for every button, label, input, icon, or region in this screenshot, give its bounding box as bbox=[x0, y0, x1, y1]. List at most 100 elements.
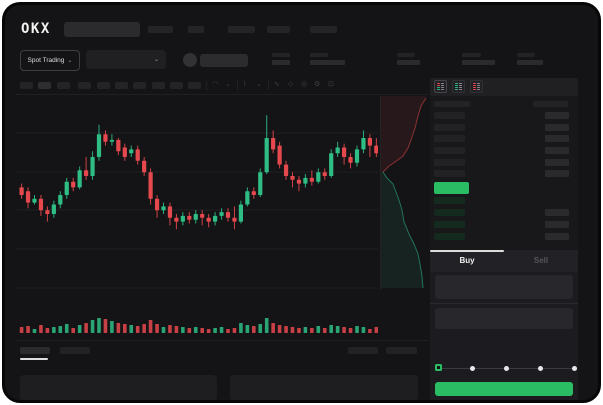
divider bbox=[380, 96, 381, 290]
toolbar-divider bbox=[206, 81, 207, 90]
bid-price-cell[interactable] bbox=[434, 233, 465, 240]
nav-item[interactable] bbox=[188, 26, 204, 33]
timeframe-button[interactable] bbox=[78, 82, 91, 89]
chevron-down-icon[interactable]: ⌄ bbox=[225, 81, 231, 88]
volume-bar bbox=[116, 323, 121, 333]
volume-bar bbox=[232, 328, 237, 333]
market-type-dropdown[interactable]: Spot Trading ⌄ bbox=[20, 50, 80, 71]
timeframe-button[interactable] bbox=[170, 82, 183, 89]
volume-bar bbox=[135, 326, 140, 333]
indicator-icon[interactable]: ⌇ bbox=[243, 81, 247, 88]
bid-amount-cell[interactable] bbox=[545, 233, 569, 240]
depth-chart[interactable] bbox=[381, 96, 427, 290]
candlestick-chart[interactable] bbox=[16, 96, 378, 337]
ask-price-cell[interactable] bbox=[434, 112, 465, 119]
line-style-icon[interactable]: ∿ bbox=[274, 81, 280, 88]
ask-amount-cell[interactable] bbox=[545, 159, 569, 166]
candle-body bbox=[38, 198, 44, 211]
percent-slider-dot[interactable] bbox=[504, 366, 509, 371]
nav-item[interactable] bbox=[310, 26, 337, 33]
ask-price-cell[interactable] bbox=[434, 170, 465, 177]
percent-slider-handle[interactable] bbox=[435, 364, 442, 371]
chevron-down-icon[interactable]: ⌄ bbox=[256, 81, 262, 88]
timeframe-button[interactable] bbox=[38, 82, 51, 89]
orders-filter-button[interactable] bbox=[348, 347, 378, 354]
book-asks-icon[interactable] bbox=[470, 80, 483, 93]
volume-bar bbox=[97, 318, 101, 333]
buy-button[interactable] bbox=[435, 382, 573, 396]
nav-item[interactable] bbox=[267, 26, 290, 33]
timeframe-button[interactable] bbox=[133, 82, 146, 89]
timeframe-button[interactable] bbox=[57, 82, 70, 89]
timeframe-button[interactable] bbox=[152, 82, 165, 89]
divider bbox=[16, 94, 428, 95]
timeframe-button[interactable] bbox=[97, 82, 110, 89]
percent-slider-dot[interactable] bbox=[470, 366, 475, 371]
ask-price-cell[interactable] bbox=[434, 159, 465, 166]
timeframe-button[interactable] bbox=[20, 82, 33, 89]
ask-price-cell[interactable] bbox=[434, 147, 465, 154]
okx-logo[interactable]: OKX bbox=[21, 21, 51, 37]
orderbook-last-price-badge[interactable] bbox=[434, 182, 469, 194]
account-button[interactable] bbox=[200, 54, 248, 67]
interval-icon[interactable]: ◠ bbox=[212, 81, 219, 88]
ask-amount-cell[interactable] bbox=[545, 170, 569, 177]
candle-body bbox=[206, 217, 211, 222]
candle-body bbox=[64, 181, 69, 195]
volume-bar bbox=[39, 325, 43, 333]
bid-amount-cell[interactable] bbox=[545, 209, 569, 216]
bid-price-cell[interactable] bbox=[434, 197, 465, 204]
ask-price-cell[interactable] bbox=[434, 135, 465, 142]
book-combined-icon[interactable] bbox=[434, 80, 447, 93]
bid-amount-cell[interactable] bbox=[545, 221, 569, 228]
timeframe-button[interactable] bbox=[188, 82, 201, 89]
ask-amount-cell[interactable] bbox=[545, 147, 569, 154]
orders-filter-button[interactable] bbox=[386, 347, 417, 354]
percent-slider-dot[interactable] bbox=[538, 366, 543, 371]
settings-icon[interactable]: ⚙ bbox=[314, 81, 321, 88]
price-input[interactable] bbox=[435, 275, 573, 299]
bid-price-cell[interactable] bbox=[434, 209, 465, 216]
candle-body bbox=[374, 145, 378, 154]
candle-body bbox=[71, 181, 76, 188]
ask-amount-cell[interactable] bbox=[545, 112, 569, 119]
tab-order-history[interactable] bbox=[60, 347, 90, 354]
candle-body bbox=[335, 147, 340, 154]
avatar[interactable] bbox=[183, 53, 197, 67]
bid-price-cell[interactable] bbox=[434, 221, 465, 228]
candle-body bbox=[238, 204, 243, 222]
candle-body bbox=[193, 214, 198, 220]
candle-body bbox=[58, 195, 63, 205]
ask-amount-cell[interactable] bbox=[545, 135, 569, 142]
candle-body bbox=[135, 149, 140, 161]
candle-body bbox=[180, 215, 185, 222]
search-input[interactable] bbox=[64, 22, 140, 37]
draw-icon[interactable]: ◇ bbox=[288, 81, 294, 88]
amount-input[interactable] bbox=[435, 308, 573, 329]
ask-price-cell[interactable] bbox=[434, 124, 465, 131]
chevron-down-icon: ⌄ bbox=[153, 57, 159, 63]
nav-item[interactable] bbox=[228, 26, 255, 33]
pair-selector-dropdown[interactable]: ⌄ bbox=[86, 50, 166, 69]
ticker-stat-value bbox=[310, 60, 345, 65]
timeframe-button[interactable] bbox=[115, 82, 128, 89]
candle-body bbox=[32, 198, 37, 203]
volume-bar bbox=[129, 325, 134, 333]
volume-bar bbox=[90, 320, 95, 333]
tab-sell[interactable]: Sell bbox=[533, 256, 549, 265]
ask-amount-cell[interactable] bbox=[545, 124, 569, 131]
toolbar-divider bbox=[237, 81, 238, 90]
volume-bar bbox=[342, 327, 346, 333]
candle-body bbox=[296, 179, 302, 184]
volume-bar bbox=[310, 328, 314, 333]
nav-item[interactable] bbox=[148, 26, 173, 33]
camera-icon[interactable]: ◎ bbox=[301, 81, 308, 88]
tab-open-orders[interactable] bbox=[20, 347, 50, 354]
fullscreen-icon[interactable]: ⊡ bbox=[328, 81, 334, 88]
tab-buy[interactable]: Buy bbox=[459, 256, 475, 265]
candle-body bbox=[219, 212, 224, 216]
volume-bar bbox=[213, 328, 217, 333]
candle-body bbox=[290, 176, 295, 180]
book-bids-icon[interactable] bbox=[452, 80, 465, 93]
percent-slider-dot[interactable] bbox=[572, 366, 577, 371]
